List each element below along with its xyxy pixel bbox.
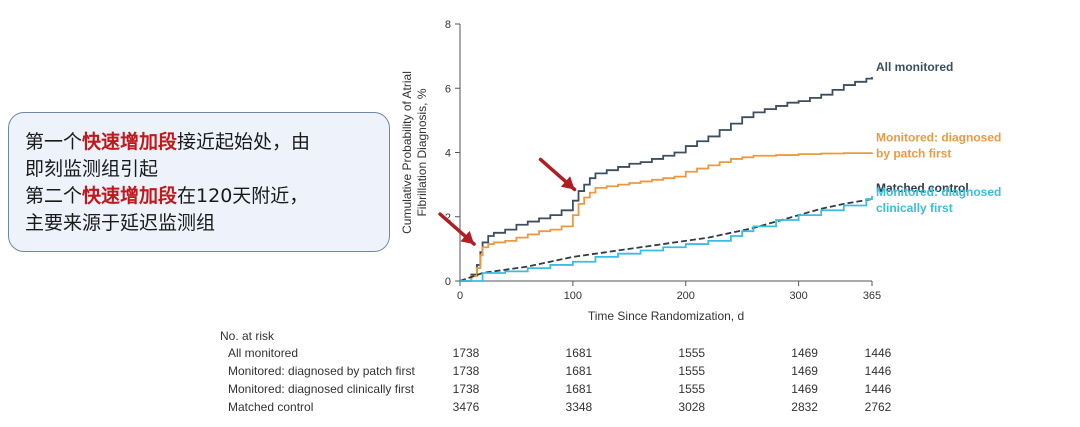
risk-value: 1555	[678, 364, 706, 378]
risk-row-label: Monitored: diagnosed by patch first	[228, 364, 415, 378]
y-tick-label: 0	[445, 276, 451, 288]
risk-value: 1446	[864, 382, 892, 396]
red-arrow-head-0	[460, 230, 475, 245]
risk-value: 1555	[678, 346, 706, 360]
risk-value: 1469	[791, 364, 818, 378]
x-tick-label: 100	[564, 290, 582, 302]
risk-value: 1681	[565, 382, 593, 396]
y-tick-label: 2	[445, 212, 451, 224]
risk-value: 1469	[791, 382, 818, 396]
risk-row-label: Matched control	[228, 400, 314, 414]
highlight-text: 快速增加段	[82, 131, 178, 153]
risk-value: 1738	[452, 382, 480, 396]
risk-value: 1469	[791, 346, 818, 360]
x-axis-title: Time Since Randomization, d	[588, 309, 744, 323]
callout-line-3: 第二个快速增加段在120天附近，	[25, 185, 309, 207]
x-tick-label: 300	[789, 290, 807, 302]
annotation-callout: 第一个快速增加段接近起始处，由 即刻监测组引起 第二个快速增加段在120天附近，…	[8, 112, 390, 252]
risk-value: 2832	[791, 400, 818, 414]
legend-label-2: Matched control	[876, 181, 969, 195]
y-tick-label: 4	[445, 148, 451, 160]
risk-value: 1446	[864, 364, 892, 378]
risk-value: 3028	[678, 400, 706, 414]
series-line-3	[460, 195, 873, 282]
x-tick-label: 200	[677, 290, 695, 302]
risk-table-header: No. at risk	[220, 329, 275, 343]
risk-row-label: Monitored: diagnosed clinically first	[228, 382, 415, 396]
risk-value: 1446	[864, 346, 892, 360]
x-tick-label: 0	[457, 290, 463, 302]
x-tick-label: 365	[863, 290, 881, 302]
risk-value: 1738	[452, 346, 480, 360]
risk-row-label: All monitored	[228, 346, 299, 360]
callout-line-1: 第一个快速增加段接近起始处，由	[25, 131, 311, 153]
legend-label-3: Monitored: diagnosed	[876, 185, 1001, 199]
y-tick-label: 6	[445, 83, 451, 95]
risk-value: 3348	[565, 400, 593, 414]
risk-value: 2762	[864, 400, 892, 414]
series-line-0	[460, 77, 873, 282]
risk-value: 1555	[678, 382, 706, 396]
legend-label-0: All monitored	[876, 60, 953, 74]
callout-line-2: 即刻监测组引起	[25, 158, 159, 180]
legend-label-1: by patch first	[876, 147, 951, 161]
callout-line-4: 主要来源于延迟监测组	[25, 212, 216, 234]
risk-value: 1738	[452, 364, 480, 378]
red-arrow-head-1	[560, 176, 575, 190]
risk-value: 1681	[565, 364, 593, 378]
risk-value: 3476	[452, 400, 480, 414]
highlight-text: 快速增加段	[82, 185, 178, 207]
y-axis-title-line-2: Fibrillation Diagnosis, %	[415, 88, 429, 216]
legend-label-3: clinically first	[876, 201, 953, 215]
y-tick-label: 8	[445, 19, 451, 31]
series-line-1	[460, 152, 873, 282]
legend-label-1: Monitored: diagnosed	[876, 131, 1001, 145]
y-axis-title-line-1: Cumulative Probability of Atrial	[400, 71, 414, 234]
risk-value: 1681	[565, 346, 593, 360]
